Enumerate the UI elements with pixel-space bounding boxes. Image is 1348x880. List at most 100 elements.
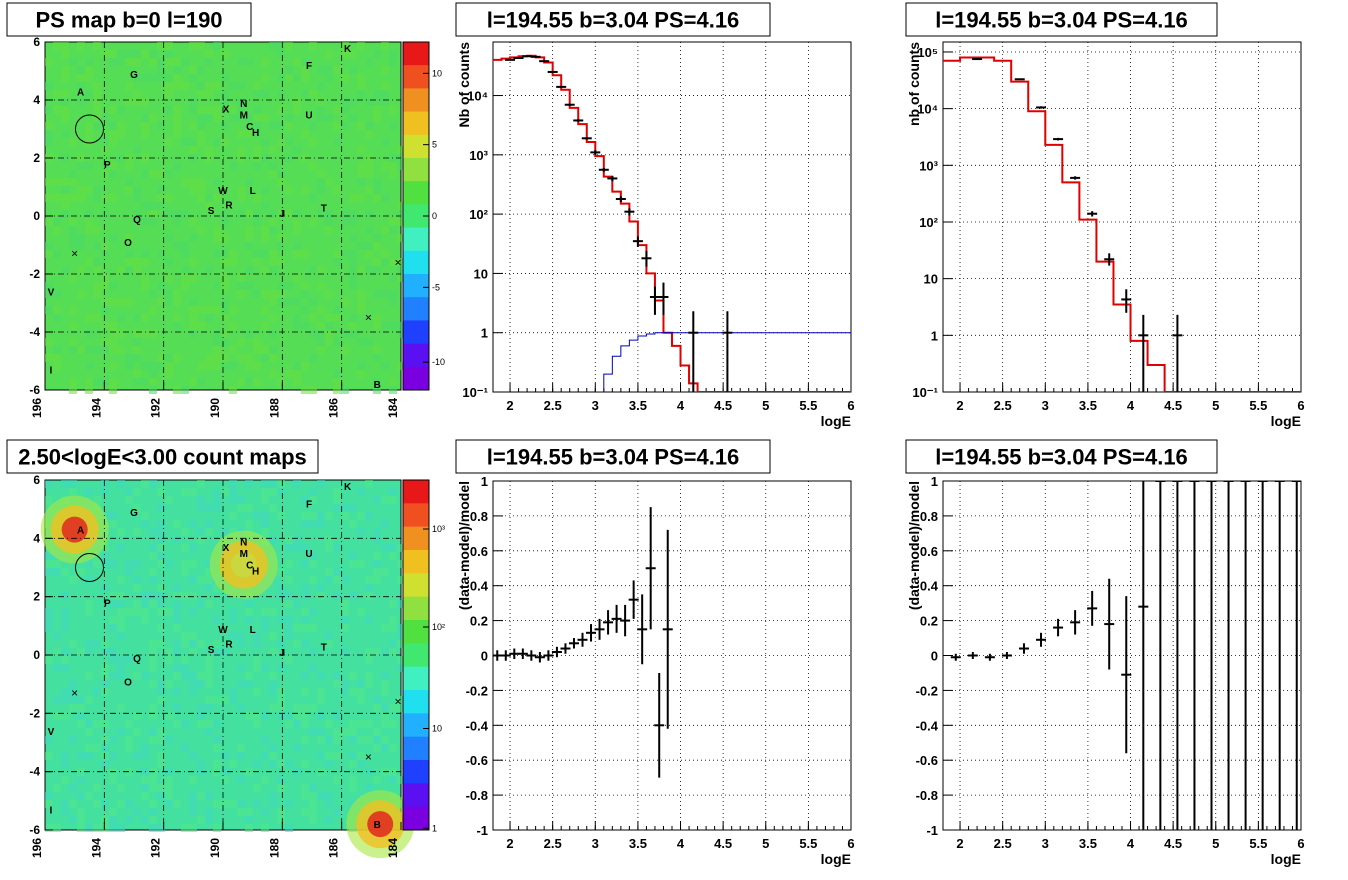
map-pixel	[397, 640, 405, 648]
map-pixel	[181, 640, 189, 648]
colorbar-cell	[403, 480, 429, 504]
map-pixel	[133, 576, 141, 584]
map-pixel	[317, 728, 325, 736]
map-pixel	[149, 362, 157, 370]
map-pixel	[117, 672, 125, 680]
map-pixel	[253, 250, 261, 258]
map-pixel	[133, 210, 141, 218]
map-pixel	[141, 330, 149, 338]
map-pixel	[149, 592, 157, 600]
map-pixel	[389, 258, 397, 266]
map-pixel	[381, 744, 389, 752]
map-pixel	[333, 122, 341, 130]
map-pixel	[149, 776, 157, 784]
map-pixel	[397, 146, 405, 154]
map-pixel	[333, 672, 341, 680]
map-pixel	[181, 664, 189, 672]
map-pixel	[101, 816, 109, 824]
map-pixel	[117, 130, 125, 138]
map-pixel	[53, 648, 61, 656]
map-pixel	[261, 138, 269, 146]
map-pixel	[53, 290, 61, 298]
map-pixel	[205, 528, 213, 536]
map-pixel	[277, 568, 285, 576]
map-pixel	[325, 338, 333, 346]
map-pixel	[205, 154, 213, 162]
map-pixel	[229, 306, 237, 314]
map-pixel	[45, 656, 53, 664]
map-pixel	[333, 576, 341, 584]
y-tick-label: -1	[476, 823, 488, 838]
map-pixel	[109, 378, 117, 386]
map-pixel	[77, 162, 85, 170]
map-pixel	[381, 226, 389, 234]
map-pixel	[61, 194, 69, 202]
map-pixel	[293, 98, 301, 106]
map-pixel	[309, 784, 317, 792]
map-pixel	[389, 640, 397, 648]
map-pixel	[357, 298, 365, 306]
map-pixel	[181, 544, 189, 552]
map-pixel	[173, 242, 181, 250]
source-label: O	[124, 238, 132, 249]
map-pixel	[309, 354, 317, 362]
map-pixel	[365, 648, 373, 656]
map-pixel	[301, 760, 309, 768]
map-pixel	[125, 178, 133, 186]
map-pixel	[93, 784, 101, 792]
map-pixel	[229, 688, 237, 696]
map-pixel	[237, 496, 245, 504]
map-pixel	[277, 122, 285, 130]
map-pixel	[365, 162, 373, 170]
map-pixel	[133, 186, 141, 194]
map-pixel	[285, 282, 293, 290]
map-pixel	[69, 784, 77, 792]
map-pixel	[365, 512, 373, 520]
colorbar-cell	[403, 366, 429, 391]
map-pixel	[213, 346, 221, 354]
map-pixel	[85, 226, 93, 234]
map-pixel	[157, 66, 165, 74]
map-pixel	[349, 314, 357, 322]
map-pixel	[245, 600, 253, 608]
source-label: P	[104, 599, 111, 610]
map-pixel	[45, 138, 53, 146]
map-pixel	[101, 282, 109, 290]
map-pixel	[109, 520, 117, 528]
map-pixel	[149, 656, 157, 664]
map-pixel	[357, 178, 365, 186]
map-pixel	[109, 122, 117, 130]
map-pixel	[245, 354, 253, 362]
map-pixel	[237, 290, 245, 298]
map-pixel	[349, 218, 357, 226]
map-pixel	[333, 138, 341, 146]
map-pixel	[197, 760, 205, 768]
map-pixel	[189, 648, 197, 656]
map-pixel	[101, 338, 109, 346]
map-pixel	[117, 656, 125, 664]
map-pixel	[245, 608, 253, 616]
map-pixel	[237, 186, 245, 194]
map-pixel	[285, 656, 293, 664]
map-pixel	[293, 250, 301, 258]
map-pixel	[317, 592, 325, 600]
map-pixel	[69, 234, 77, 242]
map-pixel	[341, 680, 349, 688]
map-pixel	[301, 74, 309, 82]
map-pixel	[77, 808, 85, 816]
map-pixel	[221, 218, 229, 226]
map-pixel	[333, 568, 341, 576]
map-pixel	[269, 488, 277, 496]
map-pixel	[333, 728, 341, 736]
map-pixel	[189, 298, 197, 306]
map-pixel	[293, 536, 301, 544]
map-pixel	[69, 226, 77, 234]
map-pixel	[85, 330, 93, 338]
map-pixel	[45, 82, 53, 90]
map-pixel	[125, 656, 133, 664]
target-circle	[75, 553, 104, 582]
map-pixel	[173, 664, 181, 672]
map-pixel	[237, 776, 245, 784]
map-pixel	[109, 234, 117, 242]
map-pixel	[109, 282, 117, 290]
